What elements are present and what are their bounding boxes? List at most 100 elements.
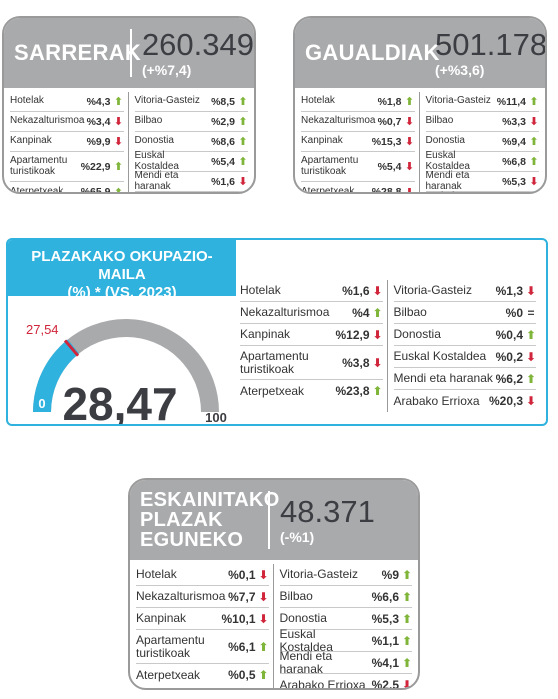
okupazioa-subtitle: (%) * (VS. 2023) [67,284,177,301]
list-item: Euskal Kostaldea %5,4 ⬆ [134,150,248,172]
list-item: Bilbao %2,9 ⬆ [134,112,248,132]
arrow-up-icon: ⬆ [526,371,537,386]
arrow-up-icon: ⬆ [529,136,539,148]
arrow-down-icon: ⬇ [404,161,415,173]
list-item: Donostia %5,3 ⬆ [279,608,412,630]
item-label: Bilbao [425,115,454,127]
arrow-down-icon: ⬇ [404,186,415,194]
arrow-up-icon: ⬆ [113,186,124,194]
list-item: Aterpetxeak %23,8 ⬆ [240,380,383,402]
list-item: Kanpinak %9,9 ⬇ [10,132,124,152]
arrow-down-icon: ⬇ [372,283,383,298]
item-label: Euskal Kostaldea [279,626,333,654]
item-label: Bilbao [134,115,163,127]
item-value: %9,4 [502,135,526,148]
item-value: %5,3 [502,175,526,188]
item-value: %6,6 [371,589,399,604]
arrow-down-icon: ⬇ [526,283,537,298]
item-value: %0,7 [377,115,402,128]
item-value: %0,5 [228,668,256,682]
item-label: Euskal Kostaldea [134,150,179,172]
item-value: %15,3 [371,135,402,148]
item-label: Bilbao [279,589,313,604]
gaualdiak-regions: Vitoria-Gasteiz %11,4 ⬆ Bilbao %3,3 ⬇ Donostia… [418,92,539,192]
arrow-up-icon: ⬆ [402,655,413,670]
list-item: Bilbao %0 = [393,302,536,324]
item-value: %65,9 [80,186,111,194]
gauge-max-label: 100 [205,410,227,425]
gaualdiak-table: Hotelak %1,8 ⬆ Nekazalturismoa %0,7 ⬇ Kanpinak… [295,88,545,194]
arrow-up-icon: ⬆ [529,96,539,108]
list-item: Hotelak %1,8 ⬆ [301,92,415,112]
gaualdiak-total: 501.178 [435,26,547,62]
list-item: Donostia %0,4 ⬆ [393,324,536,346]
item-label: Donostia [279,611,327,626]
item-value: %6,1 [228,639,256,654]
item-value: %5,3 [371,611,399,626]
item-value: %0,2 [495,349,523,364]
list-item: Kanpinak %10,1 ⬇ [136,608,269,630]
item-label: Hotelak [10,95,44,107]
item-value: %23,8 [335,384,370,398]
sarrerak-card: SARRERAK 260.349 (+%7,4) Hotelak %4,3 ⬆ Nek… [2,16,256,194]
sarrerak-types: Hotelak %4,3 ⬆ Nekazalturismoa %3,4 ⬇ Kanpinak… [10,92,124,194]
list-item: Bilbao %3,3 ⬇ [425,112,539,132]
arrow-up-icon: ⬆ [238,136,248,148]
plazak-regions: Vitoria-Gasteiz %9 ⬆ Bilbao %6,6 ⬆ Donostia %5,… [272,564,413,690]
item-label: Kanpinak [301,135,343,147]
list-item: Aterpetxeak %65,9 ⬆ [10,182,124,194]
list-item: Hotelak %4,3 ⬆ [10,92,124,112]
item-value: %3,8 [342,355,370,370]
item-value: %2,5 [371,678,399,690]
item-label: Aterpetxeak [301,185,355,194]
gauge-fill [33,339,80,413]
item-label: Nekazalturismoa [136,589,226,604]
item-value: %12,9 [335,327,370,342]
list-item: Apartamentu turistikoak %5,4 ⬇ [301,152,415,182]
arrow-down-icon: ⬇ [258,589,269,604]
arrow-up-icon: ⬆ [258,639,269,654]
sarrerak-table: Hotelak %4,3 ⬆ Nekazalturismoa %3,4 ⬇ Kanpinak… [4,88,254,194]
item-label: Nekazalturismoa [10,115,85,127]
item-label: Nekazalturismoa [301,115,376,127]
list-item: Nekazalturismoa %0,7 ⬇ [301,112,415,132]
list-item: Apartamentu turistikoak %3,8 ⬇ [240,346,383,380]
plazak-header: ESKAINITAKO PLAZAK EGUNEKO 48.371 (-%1) [130,480,418,560]
list-item: Arabako Errioxa%9⬆ [135,192,249,194]
gaualdiak-header: GAUALDIAK 501.178 (+%3,6) [295,18,545,88]
plazak-title-line2: PLAZAK [140,509,223,531]
item-label: Kanpinak [240,327,291,342]
item-value: %5,4 [377,160,402,173]
list-item: Donostia %8,6 ⬆ [134,132,248,152]
list-item: Hotelak %0,1 ⬇ [136,564,269,586]
item-label: Apartamentu turistikoak [136,632,205,660]
list-item: Mendi eta haranak %5,3 ⬇ [425,170,539,192]
item-value: %1,6 [211,175,235,188]
list-item: Mendi eta haranak %1,6 ⬇ [134,170,248,192]
item-label: Arabako Errioxa [393,393,480,408]
item-value: %8,5 [211,95,235,108]
item-label: Mendi eta haranak [279,648,333,676]
item-value: %28,8 [371,186,402,194]
item-label: Donostia [425,135,465,147]
arrow-down-icon: ⬇ [529,176,539,188]
arrow-down-icon: ⬇ [526,349,537,364]
okupazioa-table: Hotelak %1,6 ⬇ Nekazalturismoa %4 ⬆ Kanpinak %1… [240,280,536,412]
item-label: Hotelak [136,567,177,582]
item-label: Kanpinak [136,611,187,626]
list-item: Nekazalturismoa %4 ⬆ [240,302,383,324]
arrow-down-icon: ⬇ [372,327,383,342]
okupazioa-title: PLAZAKAKO OKUPAZIO-MAILA [31,248,213,283]
list-item: Euskal Kostaldea %6,8 ⬆ [425,150,539,172]
item-value: %6,8 [502,155,526,168]
item-label: Nekazalturismoa [240,305,330,320]
item-value: %5,4 [211,155,235,168]
gauge-min-label: 0 [38,396,45,411]
arrow-up-icon: ⬆ [113,96,124,108]
item-label: Donostia [134,135,174,147]
item-label: Kanpinak [10,135,52,147]
item-value: %4,3 [86,95,111,108]
plazak-title: ESKAINITAKO PLAZAK EGUNEKO [130,490,279,550]
gauge-previous-marker [63,339,80,357]
okupazioa-regions: Vitoria-Gasteiz %1,3 ⬇ Bilbao %0 = Donostia %0,… [386,280,537,412]
